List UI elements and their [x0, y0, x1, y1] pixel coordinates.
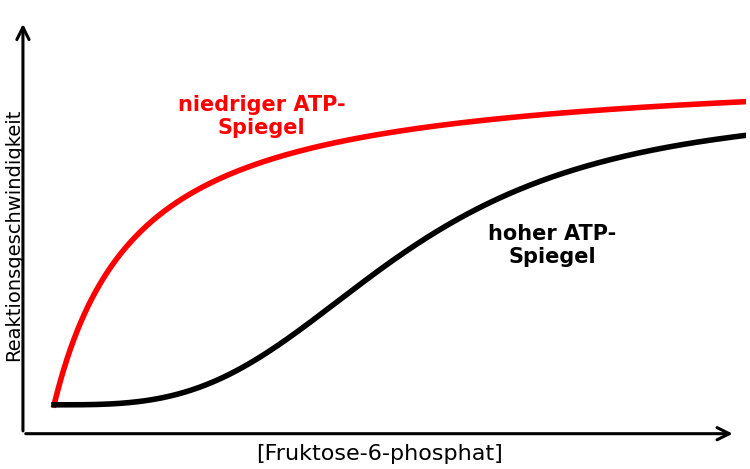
- Text: Reaktionsgeschwindigkeit: Reaktionsgeschwindigkeit: [4, 109, 23, 361]
- Text: niedriger ATP-
Spiegel: niedriger ATP- Spiegel: [178, 95, 346, 138]
- Text: hoher ATP-
Spiegel: hoher ATP- Spiegel: [488, 224, 616, 267]
- Text: [Fruktose-6-phosphat]: [Fruktose-6-phosphat]: [256, 444, 502, 464]
